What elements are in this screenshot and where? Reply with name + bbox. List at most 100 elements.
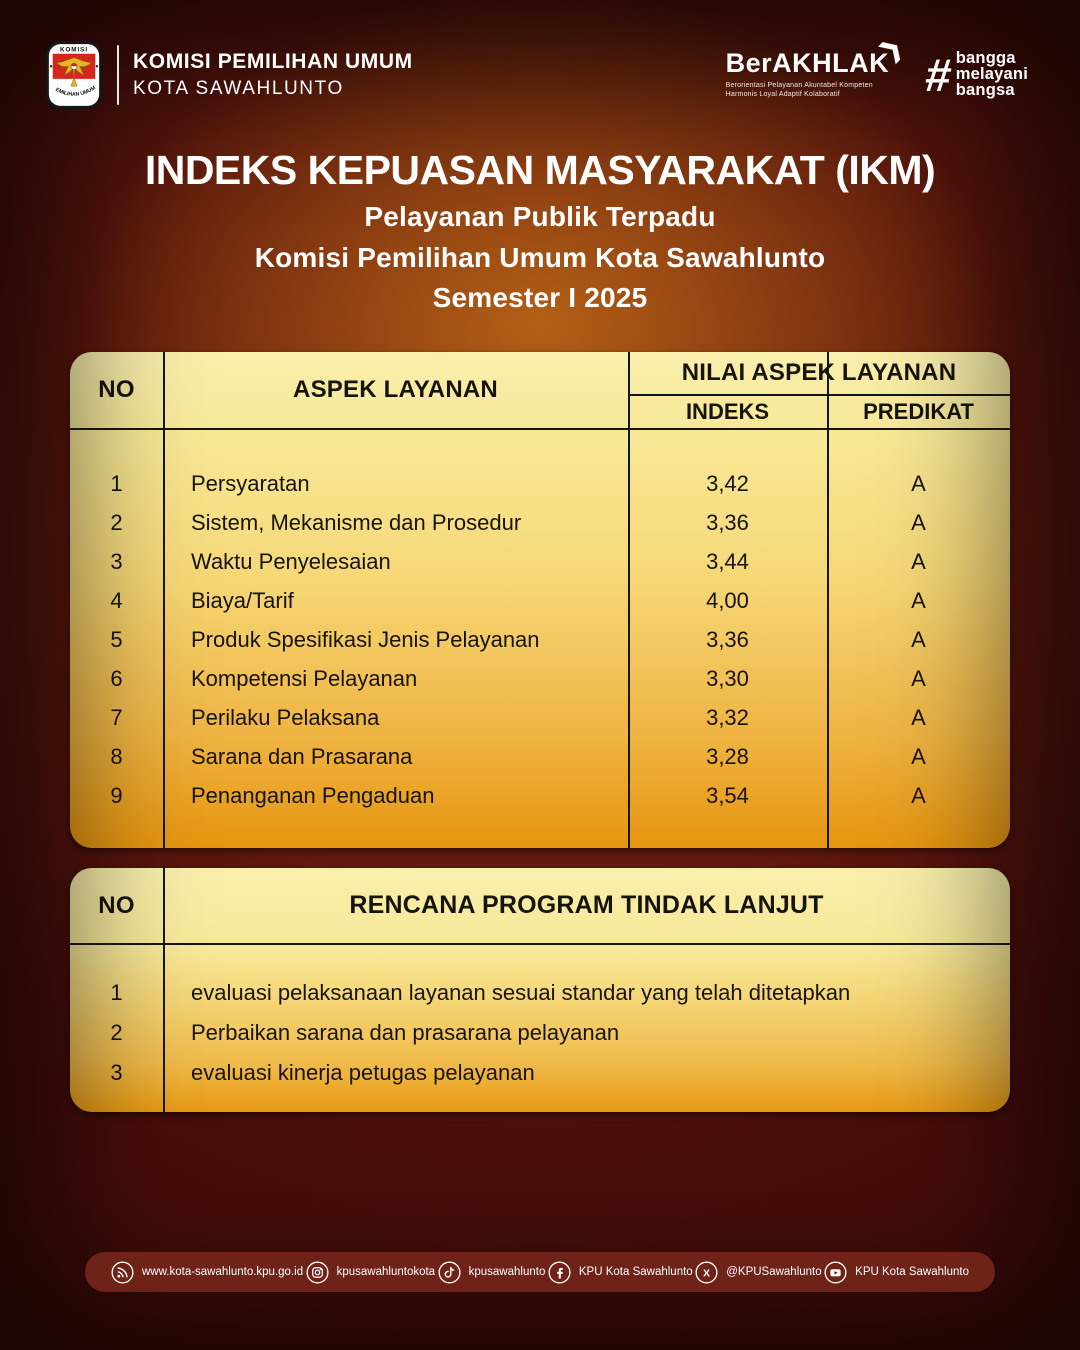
bangga-line3: bangsa: [955, 80, 1015, 99]
row-predikat: A: [911, 743, 926, 769]
footer-label: KPU Kota Sawahlunto: [855, 1266, 969, 1278]
row-program: evaluasi pelaksanaan layanan sesuai stan…: [191, 980, 851, 1005]
page-title: INDEKS KEPUASAN MASYARAKAT (IKM): [144, 147, 936, 193]
instagram-icon: [306, 1260, 329, 1284]
column-header-nilai: NILAI ASPEK LAYANAN: [681, 359, 957, 386]
row-no: 5: [110, 626, 123, 652]
table-row: 6 Kompetensi Pelayanan 3,30 A: [70, 659, 1010, 698]
youtube-icon: [824, 1260, 847, 1284]
row-aspek: Waktu Penyelesaian: [191, 548, 391, 574]
footer-link-x[interactable]: X @KPUSawahlunto: [695, 1260, 822, 1284]
row-no: 9: [110, 782, 123, 808]
row-no: 3: [110, 1060, 123, 1085]
x-icon: X: [695, 1260, 718, 1284]
table-hline: [70, 943, 1010, 945]
row-aspek: Biaya/Tarif: [191, 587, 294, 613]
column-header-program: RENCANA PROGRAM TINDAK LANJUT: [349, 891, 824, 919]
svg-text:KOMISI: KOMISI: [60, 46, 88, 53]
table-vline: [163, 868, 165, 1112]
tindak-lanjut-table: NO RENCANA PROGRAM TINDAK LANJUT 1 evalu…: [70, 868, 1010, 1112]
table-vline: [163, 352, 165, 848]
row-aspek: Perilaku Pelaksana: [191, 704, 380, 730]
column-header-no: NO: [98, 891, 135, 919]
row-aspek: Produk Spesifikasi Jenis Pelayanan: [191, 626, 540, 652]
footer-link-website[interactable]: www.kota-sawahlunto.kpu.go.id: [111, 1260, 304, 1284]
row-aspek: Sarana dan Prasarana: [191, 743, 413, 769]
row-indeks: 3,32: [706, 704, 749, 730]
row-predikat: A: [911, 782, 926, 808]
table-row: 2 Sistem, Mekanisme dan Prosedur 3,36 A: [70, 503, 1010, 542]
table-row: 7 Perilaku Pelaksana 3,32 A: [70, 698, 1010, 737]
top-bar: KOMISI PEMILIHAN UMUM KOMISI PEMILIHAN U…: [45, 40, 413, 110]
footer-link-youtube[interactable]: KPU Kota Sawahlunto: [824, 1260, 969, 1284]
berakhlak-tagline-line2: Harmonis Loyal Adaptif Kolaboratif: [725, 91, 840, 99]
row-no: 7: [110, 704, 123, 730]
hashtag-icon: #: [922, 48, 954, 101]
footer-social-bar: www.kota-sawahlunto.kpu.go.id kpusawahlu…: [85, 1252, 995, 1292]
row-program: evaluasi kinerja petugas pelayanan: [191, 1060, 535, 1085]
column-header-no: NO: [98, 376, 135, 403]
row-indeks: 4,00: [706, 587, 749, 613]
row-predikat: A: [911, 509, 926, 535]
header-divider: [117, 45, 119, 105]
row-indeks: 3,42: [706, 470, 749, 496]
table-row: 4 Biaya/Tarif 4,00 A: [70, 581, 1010, 620]
berakhlak-logo: BerAKHLAK ❯ Berorientasi Pelayanan Akunt…: [726, 33, 908, 100]
bangga-melayani-bangsa-logo: # bangga melayani bangsa: [922, 48, 1028, 101]
footer-link-tiktok[interactable]: kpusawahlunto: [438, 1260, 546, 1284]
column-header-indeks: INDEKS: [685, 399, 770, 424]
table-row: 1 Persyaratan 3,42 A: [70, 464, 1010, 503]
table-row: 3 evaluasi kinerja petugas pelayanan: [70, 1053, 1010, 1093]
tindak-lanjut-table-body: 1 evaluasi pelaksanaan layanan sesuai st…: [70, 945, 1010, 1112]
tiktok-icon: [438, 1260, 461, 1284]
row-predikat: A: [911, 704, 926, 730]
table-vline: [628, 352, 630, 848]
table-vline: [827, 352, 829, 848]
footer-link-facebook[interactable]: KPU Kota Sawahlunto: [548, 1260, 693, 1284]
row-predikat: A: [911, 665, 926, 691]
berakhlak-tagline: Berorientasi Pelayanan Akuntabel Kompete…: [726, 81, 890, 100]
org-name: KOMISI PEMILIHAN UMUM KOTA SAWAHLUNTO: [133, 50, 413, 100]
row-aspek: Penanganan Pengaduan: [191, 782, 435, 808]
footer-label: @KPUSawahlunto: [726, 1266, 822, 1278]
row-program: Perbaikan sarana dan prasarana pelayanan: [191, 1020, 620, 1045]
table-row: 8 Sarana dan Prasarana 3,28 A: [70, 737, 1010, 776]
org-name-line1: KOMISI PEMILIHAN UMUM: [133, 50, 413, 73]
partner-logos: BerAKHLAK ❯ Berorientasi Pelayanan Akunt…: [726, 33, 1028, 101]
footer-label: kpusawahlunto: [468, 1266, 546, 1278]
row-aspek: Persyaratan: [191, 470, 310, 496]
column-header-aspek: ASPEK LAYANAN: [293, 376, 498, 403]
table-row: 3 Waktu Penyelesaian 3,44 A: [70, 542, 1010, 581]
footer-label: KPU Kota Sawahlunto: [578, 1266, 693, 1278]
facebook-icon: [548, 1260, 571, 1284]
row-no: 1: [110, 980, 123, 1005]
subtitle-2: Komisi Pemilihan Umum Kota Sawahlunto: [254, 241, 826, 273]
row-indeks: 3,30: [706, 665, 749, 691]
row-no: 8: [110, 743, 123, 769]
row-indeks: 3,44: [706, 548, 749, 574]
row-aspek: Kompetensi Pelayanan: [191, 665, 418, 691]
bangga-line1: bangga: [955, 49, 1016, 68]
row-no: 1: [110, 470, 123, 496]
table-hline: [628, 394, 1010, 396]
row-no: 6: [110, 665, 123, 691]
row-no: 2: [110, 1020, 123, 1045]
svg-text:X: X: [703, 1267, 710, 1279]
table-row: 5 Produk Spesifikasi Jenis Pelayanan 3,3…: [70, 620, 1010, 659]
kpu-logo-icon: KOMISI PEMILIHAN UMUM: [45, 40, 103, 109]
row-indeks: 3,54: [706, 782, 749, 808]
column-header-predikat: PREDIKAT: [863, 399, 974, 424]
table-hline: [70, 428, 1010, 430]
footer-link-instagram[interactable]: kpusawahluntokota: [306, 1260, 435, 1284]
row-no: 3: [110, 548, 123, 574]
row-no: 4: [110, 587, 123, 613]
footer-label: www.kota-sawahlunto.kpu.go.id: [142, 1266, 304, 1278]
bangga-line2: melayani: [955, 65, 1028, 84]
row-no: 2: [110, 509, 123, 535]
aspek-layanan-table: NO ASPEK LAYANAN NILAI ASPEK LAYANAN IND…: [70, 352, 1010, 848]
table-row: 1 evaluasi pelaksanaan layanan sesuai st…: [70, 973, 1010, 1013]
subtitle-1: Pelayanan Publik Terpadu: [364, 201, 716, 233]
table-row: 2 Perbaikan sarana dan prasarana pelayan…: [70, 1013, 1010, 1053]
org-name-line2: KOTA SAWAHLUNTO: [133, 78, 344, 99]
